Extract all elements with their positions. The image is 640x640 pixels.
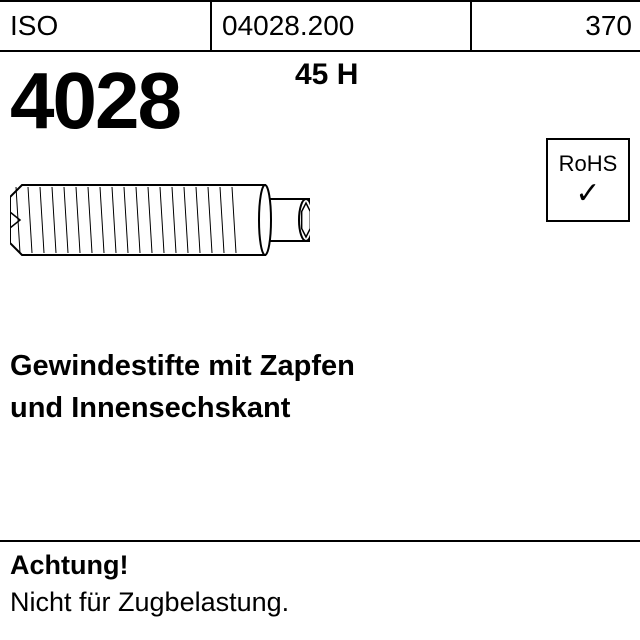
standard-code: 04028.200 [222, 10, 354, 42]
footer-block: Achtung! Nicht für Zugbelastung. [0, 540, 640, 640]
iso-label: ISO [10, 10, 58, 42]
description-block: Gewindestifte mit Zapfen und Innensechsk… [10, 345, 355, 429]
header-iso-cell: ISO [0, 2, 212, 50]
attention-text: Nicht für Zugbelastung. [10, 587, 640, 618]
standard-number: 4028 [10, 55, 180, 147]
header-bar: ISO 04028.200 370 [0, 0, 640, 52]
check-icon: ✓ [575, 179, 600, 209]
rohs-label: RoHS [559, 151, 618, 177]
rohs-badge: RoHS ✓ [546, 138, 630, 222]
page-code: 370 [585, 10, 632, 42]
description-line-2: und Innensechskant [10, 387, 355, 429]
header-page-cell: 370 [472, 2, 640, 50]
page-root: ISO 04028.200 370 4028 45 H RoHS ✓ Gewin… [0, 0, 640, 640]
set-screw-illustration [10, 175, 310, 265]
description-line-1: Gewindestifte mit Zapfen [10, 345, 355, 387]
attention-label: Achtung! [10, 550, 640, 581]
grade-label: 45 H [295, 58, 358, 92]
header-code-cell: 04028.200 [212, 2, 472, 50]
